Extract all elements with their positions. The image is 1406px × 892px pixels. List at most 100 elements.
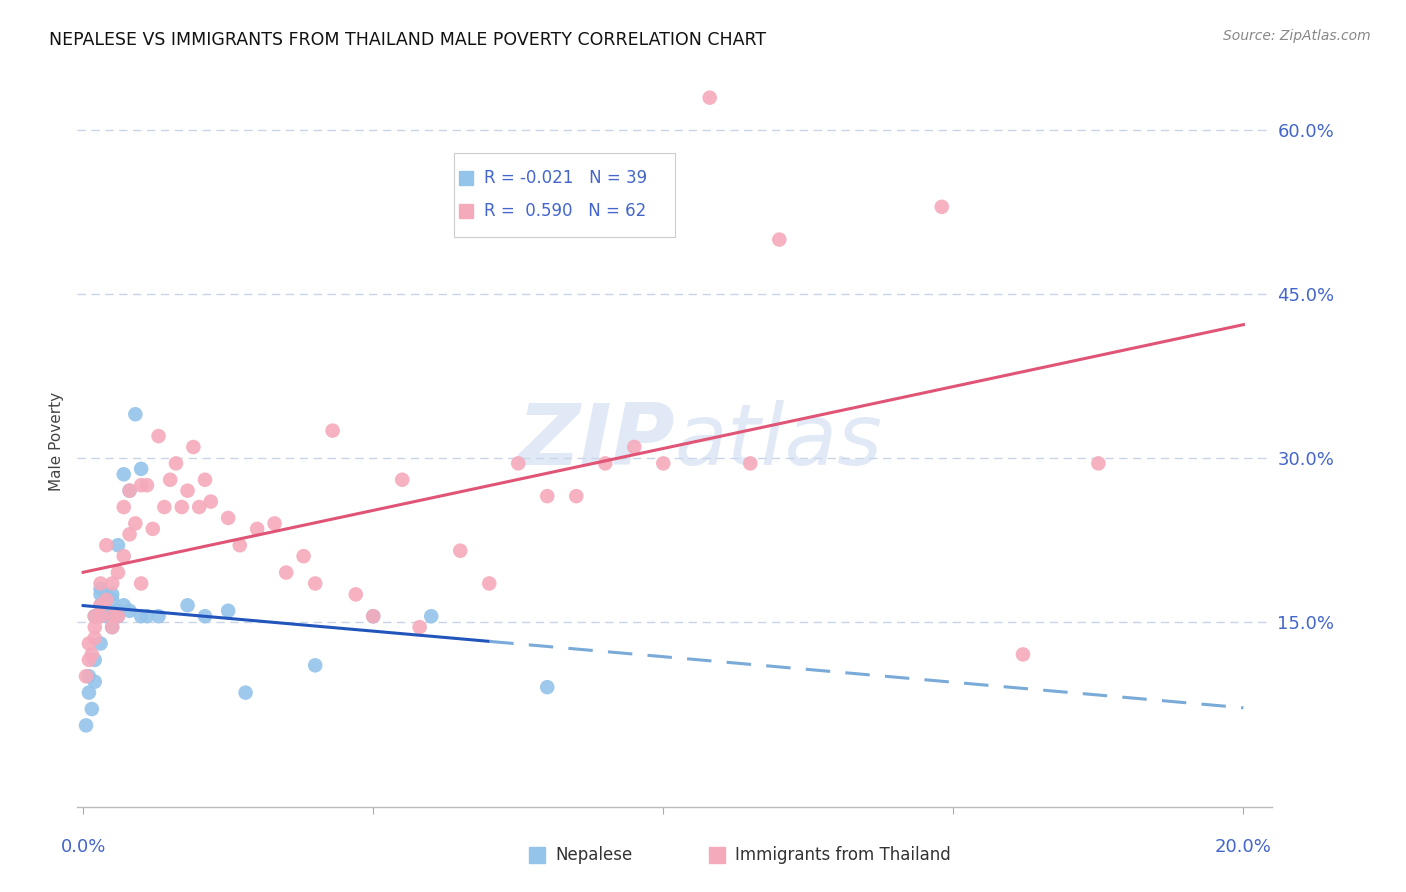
Point [536,489,558,503]
Point [112,467,135,482]
Point [217,511,239,525]
Point [101,609,124,624]
Point [148,609,170,624]
Point [107,538,129,552]
Point [1087,456,1109,470]
Point [361,609,384,624]
Point [118,604,141,618]
Point [80,648,103,662]
Point [344,587,367,601]
Point [96,609,118,624]
Point [136,609,159,624]
Point [408,620,430,634]
Point [153,500,176,514]
Point [292,549,315,564]
Point [931,200,953,214]
Point [136,478,159,492]
Point [83,653,105,667]
Point [229,538,252,552]
Point [90,587,112,601]
Point [107,609,129,624]
Point [322,424,344,438]
Point [90,582,112,596]
Point [107,609,129,624]
Point [90,609,112,624]
Point [1012,648,1035,662]
Point [217,604,239,618]
Point [75,669,97,683]
Point [83,674,105,689]
Point [77,636,100,650]
Point [304,576,326,591]
Point [112,549,135,564]
Point [118,527,141,541]
Point [96,587,118,601]
Point [80,702,103,716]
Text: R = -0.021   N = 39: R = -0.021 N = 39 [484,169,647,187]
Point [508,456,530,470]
Point [101,587,124,601]
Point [77,653,100,667]
Point [768,233,790,247]
Text: 0.0%: 0.0% [60,838,105,855]
Text: ZIP: ZIP [517,400,675,483]
Point [593,456,616,470]
Point [148,429,170,443]
Point [96,604,118,618]
Text: 20.0%: 20.0% [1215,838,1272,855]
Point [246,522,269,536]
Point [124,407,146,421]
Point [183,440,205,454]
Point [101,609,124,624]
Point [96,538,118,552]
Point [129,609,152,624]
Point [90,609,112,624]
Point [101,620,124,634]
Point [235,685,257,699]
Text: Immigrants from Thailand: Immigrants from Thailand [735,846,950,863]
Point [83,609,105,624]
Text: Nepalese: Nepalese [555,846,633,863]
Point [101,576,124,591]
Point [276,566,298,580]
Point [96,592,118,607]
Point [90,599,112,613]
Point [194,473,217,487]
Text: NEPALESE VS IMMIGRANTS FROM THAILAND MALE POVERTY CORRELATION CHART: NEPALESE VS IMMIGRANTS FROM THAILAND MAL… [49,31,766,49]
Text: atlas: atlas [675,400,883,483]
Point [101,592,124,607]
Point [699,90,721,104]
Point [90,636,112,650]
Point [536,680,558,694]
Point [112,500,135,514]
Point [188,500,211,514]
Point [107,566,129,580]
Point [194,609,217,624]
Point [90,599,112,613]
Point [740,456,762,470]
Point [83,609,105,624]
Point [623,440,645,454]
Point [652,456,675,470]
Point [159,473,181,487]
Point [101,620,124,634]
Point [75,718,97,732]
Text: R =  0.590   N = 62: R = 0.590 N = 62 [484,202,645,220]
Point [420,609,443,624]
Point [200,494,222,508]
Point [478,576,501,591]
Point [176,599,198,613]
Y-axis label: Male Poverty: Male Poverty [49,392,65,491]
Point [304,658,326,673]
Point [361,609,384,624]
Point [90,576,112,591]
Point [77,669,100,683]
Point [118,483,141,498]
Point [129,478,152,492]
Point [77,685,100,699]
Point [83,631,105,645]
Point [129,462,152,476]
Point [83,620,105,634]
Point [142,522,165,536]
Point [165,456,187,470]
